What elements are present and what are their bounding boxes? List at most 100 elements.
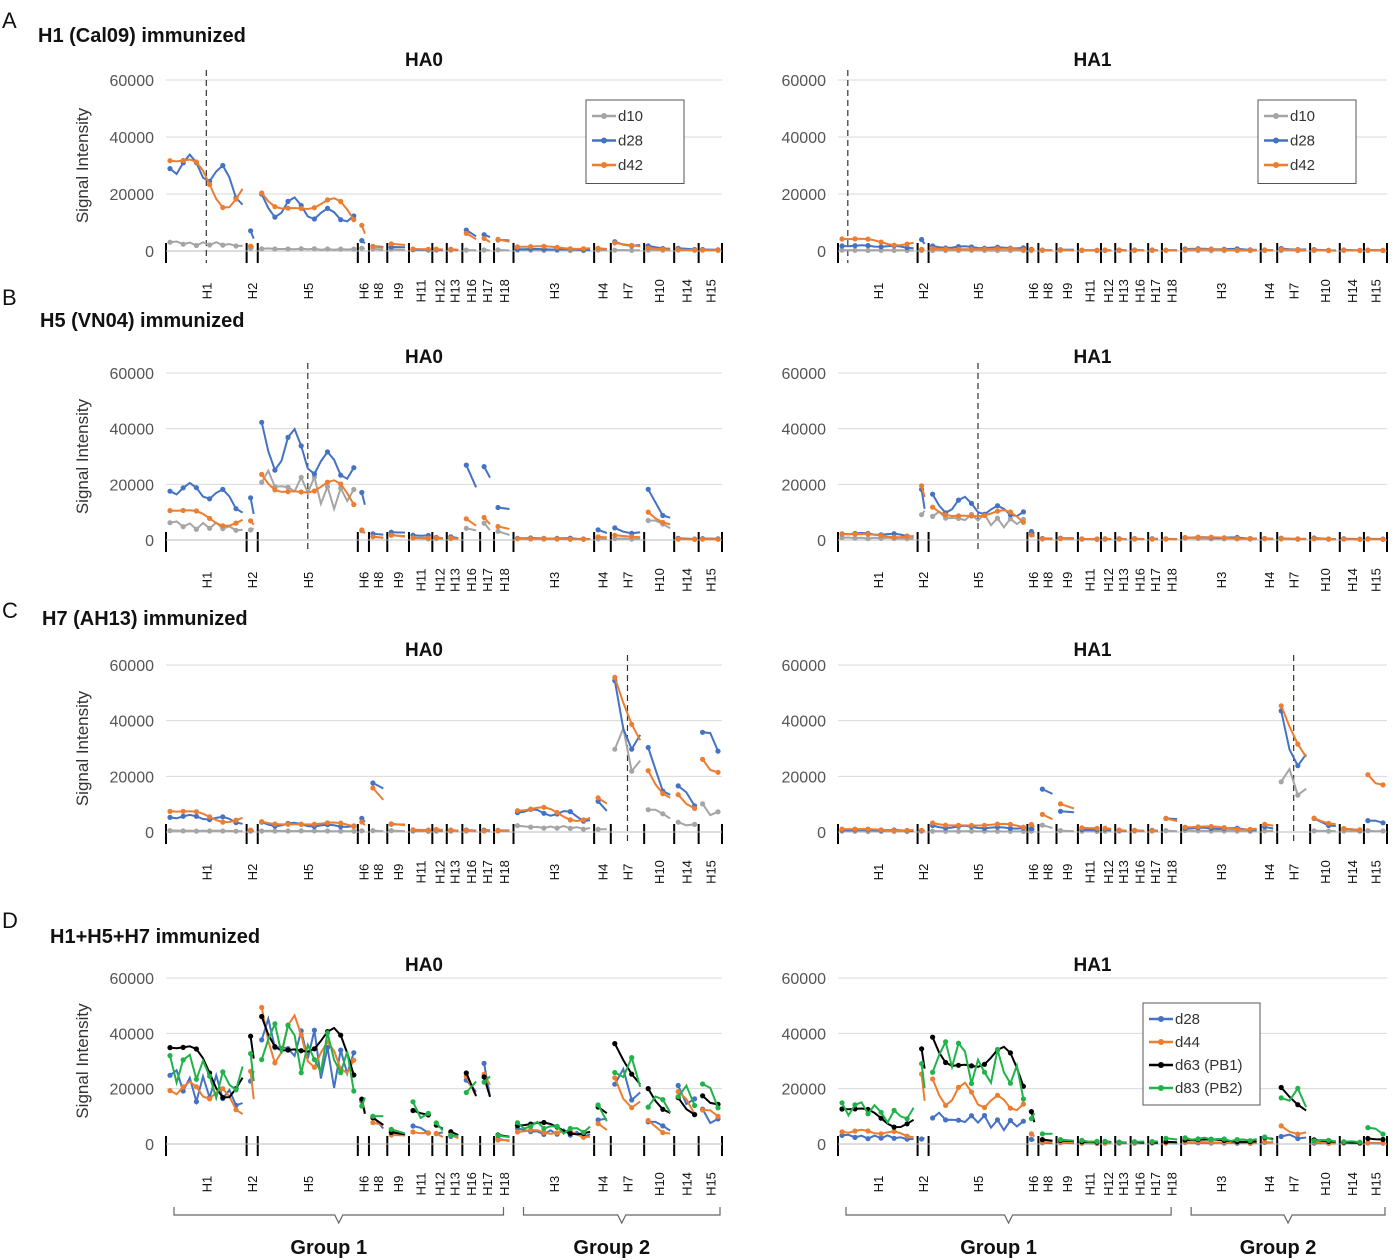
panel-letter-a: A [2, 8, 17, 33]
d-ha1-d44-point-2-8 [981, 1104, 988, 1111]
d-ha0-d63-point-17-0 [700, 1093, 706, 1099]
d-ha1-d83-point-5-0 [1057, 1137, 1064, 1143]
b-ha1-x-category-13: H4 [1262, 572, 1277, 589]
d-ha0-d83-point-15-0 [645, 1104, 651, 1110]
c-ha0-x-category-14: H7 [620, 864, 635, 881]
b-ha1-chart-title: HA1 [1073, 347, 1111, 368]
b-ha1-d42-point-11-0 [1163, 536, 1169, 542]
d-ha1-d63-point-0-0 [839, 1106, 845, 1112]
d-ha0-d28-point-16-0 [675, 1082, 681, 1089]
d-ha0-x-category-15: H10 [652, 1172, 667, 1196]
a-ha0-d42-point-12-0 [514, 244, 521, 250]
d-ha1-d83-point-2-14 [1020, 1096, 1026, 1102]
b-ha1-x-category-10: H17 [1148, 568, 1163, 592]
d-ha0-d63-point-14-2 [629, 1071, 635, 1077]
a-ha0-d42-point-17-2 [715, 247, 721, 253]
a-ha1-x-category-10: H17 [1148, 279, 1163, 303]
c-ha1-x-category-5: H9 [1060, 864, 1075, 881]
d-ha1-d83-point-16-2 [1357, 1139, 1363, 1145]
d-ha1-x-category-0: H1 [871, 1176, 886, 1193]
c-ha0-x-category-15: H10 [652, 860, 667, 884]
b-ha0-d28-point-2-2 [272, 467, 278, 473]
b-ha0-d10-point-2-4 [285, 484, 291, 490]
b-ha0-y-tick-3: 60000 [110, 366, 155, 383]
d-ha0-d63-point-2-4 [285, 1047, 291, 1053]
a-ha0-x-category-13: H4 [595, 283, 610, 300]
b-ha0-d28-point-0-0 [167, 488, 173, 494]
a-ha0-d28-point-2-4 [285, 198, 291, 204]
a-ha0-x-category-3: H6 [356, 283, 371, 300]
b-ha1-d42-point-12-8 [1234, 536, 1240, 542]
a-ha1-d42-point-16-0 [1341, 247, 1347, 253]
b-ha1-x-category-7: H12 [1101, 568, 1116, 592]
c-ha1-x-category-2: H5 [971, 864, 986, 881]
b-ha0-d42-point-0-0 [167, 508, 173, 514]
b-ha0-d42-point-15-0 [645, 509, 651, 515]
d-ha1-d83-point-17-0 [1365, 1125, 1371, 1131]
a-ha0-d10-point-2-12 [338, 246, 344, 252]
d-ha1-d28-point-2-12 [1007, 1117, 1014, 1124]
d-ha1-x-category-16: H14 [1345, 1172, 1360, 1196]
a-ha1-d42-point-2-10 [994, 246, 1001, 252]
a-ha1-x-category-6: H11 [1082, 280, 1097, 303]
a-ha1-d42-point-0-10 [904, 241, 910, 247]
c-ha1-d42-point-2-10 [994, 821, 1001, 827]
d-ha0-d83-point-8-0 [448, 1132, 454, 1138]
c-ha0-d10-point-14-0 [612, 746, 618, 752]
b-ha0-d28-line-1 [249, 497, 255, 515]
c-ha0-x-category-13: H4 [595, 864, 610, 881]
d-ha0-d83-line-14 [614, 1054, 642, 1088]
a-ha0-d10-point-2-14 [351, 246, 357, 252]
b-ha1-d42-point-14-0 [1278, 535, 1284, 542]
a-ha1-d42-point-12-2 [1195, 246, 1201, 253]
b-ha0-d28-line-2 [260, 422, 355, 481]
d-ha0-x-category-16: H14 [679, 1172, 694, 1196]
a-ha0-d42-point-10-0 [481, 235, 487, 241]
c-ha0-x-category-1: H2 [245, 864, 260, 881]
b-ha0-x-category-14: H7 [620, 572, 635, 589]
d-ha0-x-category-11: H18 [497, 1172, 512, 1196]
c-ha1-d28-point-17-0 [1365, 818, 1371, 824]
b-ha1-d42-point-2-6 [968, 513, 975, 519]
a-ha0-d10-point-3-0 [359, 245, 365, 251]
c-ha1-d42-point-15-2 [1326, 820, 1332, 826]
c-ha1-d42-point-10-0 [1149, 828, 1155, 834]
d-ha0-x-category-7: H12 [433, 1172, 448, 1196]
d-ha0-x-category-10: H17 [480, 1172, 495, 1196]
a-ha0-d10-point-2-8 [311, 246, 317, 252]
a-ha0-d42-point-0-0 [167, 158, 173, 164]
c-ha0-d10-line-15 [648, 808, 671, 820]
c-ha0-d42-point-12-10 [580, 817, 587, 823]
b-ha0-d42-point-17-0 [700, 536, 706, 542]
d-ha0-d83-point-12-10 [580, 1129, 587, 1135]
d-ha1-d83-point-15-0 [1311, 1138, 1317, 1144]
a-ha1-chart-title: HA1 [1073, 50, 1111, 71]
c-ha1-x-category-15: H10 [1318, 860, 1333, 884]
c-ha1-x-category-1: H2 [916, 864, 931, 881]
d-ha0-d83-line-13 [597, 1104, 608, 1122]
c-ha1-y-tick-1: 20000 [782, 769, 827, 786]
a-ha1-d42-point-17-2 [1380, 247, 1386, 253]
c-ha0-d42-point-0-0 [167, 808, 173, 815]
c-ha1-d42-point-17-0 [1365, 772, 1371, 778]
c-ha0-d42-point-2-14 [351, 823, 357, 830]
a-ha1-d42-point-11-0 [1163, 247, 1169, 253]
d-ha0-d83-point-2-6 [298, 1070, 304, 1076]
c-ha1-d42-point-8-0 [1116, 827, 1122, 833]
c-ha0-d10-point-13-0 [595, 826, 601, 832]
b-ha1-x-category-6: H11 [1082, 569, 1097, 592]
b-ha1-d42-point-9-0 [1132, 536, 1138, 542]
d-ha1-y-tick-2: 40000 [782, 1026, 827, 1043]
b-ha0-d42-point-12-0 [514, 536, 521, 542]
b-ha0-d42-point-0-8 [220, 523, 226, 529]
c-ha1-d10-point-17-0 [1365, 828, 1371, 834]
d-ha1-d63-point-2-12 [1007, 1050, 1014, 1056]
c-ha0-d42-point-0-2 [180, 808, 186, 815]
c-ha1-d42-point-6-0 [1079, 825, 1085, 831]
d-ha1-d83-point-12-0 [1182, 1135, 1188, 1141]
b-ha0-x-category-7: H12 [433, 568, 448, 592]
b-ha0-x-category-16: H14 [679, 568, 694, 592]
d-ha0-d44-point-7-0 [433, 1130, 439, 1136]
c-ha0-x-category-0: H1 [199, 864, 214, 881]
c-ha1-d10-point-2-6 [968, 828, 975, 834]
